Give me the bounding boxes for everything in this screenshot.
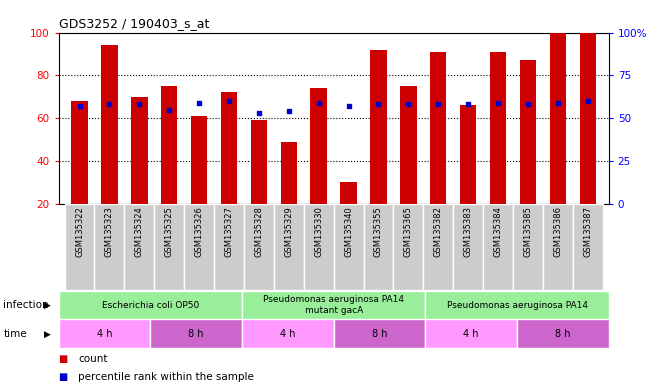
Text: GSM135322: GSM135322 (75, 206, 84, 257)
Bar (242, 319, 334, 348)
Text: ■: ■ (59, 372, 68, 382)
Text: GSM135355: GSM135355 (374, 206, 383, 257)
Text: 4 h: 4 h (280, 329, 296, 339)
Bar (59, 291, 242, 319)
Text: 8 h: 8 h (555, 329, 570, 339)
Bar (573, 204, 603, 290)
Bar (425, 319, 517, 348)
Bar (363, 204, 393, 290)
Bar (161, 86, 178, 204)
Text: ▶: ▶ (44, 301, 51, 310)
Text: GSM135365: GSM135365 (404, 206, 413, 257)
Bar (460, 105, 477, 204)
Bar (549, 33, 566, 204)
Bar (311, 88, 327, 204)
Bar (184, 204, 214, 290)
Text: GSM135387: GSM135387 (583, 206, 592, 257)
Bar (244, 204, 274, 290)
Bar (393, 204, 423, 290)
Bar (59, 319, 150, 348)
Bar (579, 33, 596, 204)
Bar (483, 204, 513, 290)
Text: GSM135326: GSM135326 (195, 206, 204, 257)
Bar (150, 319, 242, 348)
Text: Escherichia coli OP50: Escherichia coli OP50 (102, 301, 199, 310)
Text: Pseudomonas aeruginosa PA14: Pseudomonas aeruginosa PA14 (447, 301, 587, 310)
Text: GSM135329: GSM135329 (284, 206, 294, 257)
Bar (281, 142, 297, 204)
Bar (64, 204, 94, 290)
Text: GDS3252 / 190403_s_at: GDS3252 / 190403_s_at (59, 17, 209, 30)
Text: 8 h: 8 h (188, 329, 204, 339)
Text: GSM135383: GSM135383 (464, 206, 473, 257)
Text: percentile rank within the sample: percentile rank within the sample (78, 372, 254, 382)
Bar (490, 52, 506, 204)
Bar (154, 204, 184, 290)
Bar (423, 204, 453, 290)
Text: 8 h: 8 h (372, 329, 387, 339)
Text: GSM135340: GSM135340 (344, 206, 353, 257)
Bar (221, 93, 237, 204)
Text: GSM135386: GSM135386 (553, 206, 562, 257)
Text: time: time (3, 329, 27, 339)
Bar (340, 182, 357, 204)
Bar (334, 204, 363, 290)
Text: ▶: ▶ (44, 329, 51, 339)
Bar (242, 291, 425, 319)
Text: 4 h: 4 h (464, 329, 479, 339)
Bar (274, 204, 304, 290)
Bar (101, 45, 118, 204)
Bar (251, 120, 267, 204)
Bar (333, 319, 425, 348)
Text: GSM135382: GSM135382 (434, 206, 443, 257)
Bar (370, 50, 387, 204)
Bar (214, 204, 244, 290)
Bar (131, 97, 148, 204)
Bar (517, 319, 609, 348)
Bar (124, 204, 154, 290)
Bar (513, 204, 543, 290)
Bar (430, 52, 447, 204)
Text: GSM135328: GSM135328 (255, 206, 264, 257)
Bar (543, 204, 573, 290)
Bar (519, 60, 536, 204)
Bar (453, 204, 483, 290)
Text: ■: ■ (59, 354, 68, 364)
Text: GSM135330: GSM135330 (314, 206, 323, 257)
Text: GSM135325: GSM135325 (165, 206, 174, 257)
Text: GSM135323: GSM135323 (105, 206, 114, 257)
Bar (400, 86, 417, 204)
Text: GSM135385: GSM135385 (523, 206, 533, 257)
Text: 4 h: 4 h (97, 329, 112, 339)
Text: GSM135327: GSM135327 (225, 206, 234, 257)
Bar (72, 101, 88, 204)
Bar (191, 116, 207, 204)
Bar (94, 204, 124, 290)
Text: infection: infection (3, 300, 49, 310)
Text: count: count (78, 354, 107, 364)
Text: Pseudomonas aeruginosa PA14
mutant gacA: Pseudomonas aeruginosa PA14 mutant gacA (263, 295, 404, 315)
Text: GSM135384: GSM135384 (493, 206, 503, 257)
Bar (304, 204, 334, 290)
Bar (425, 291, 609, 319)
Text: GSM135324: GSM135324 (135, 206, 144, 257)
